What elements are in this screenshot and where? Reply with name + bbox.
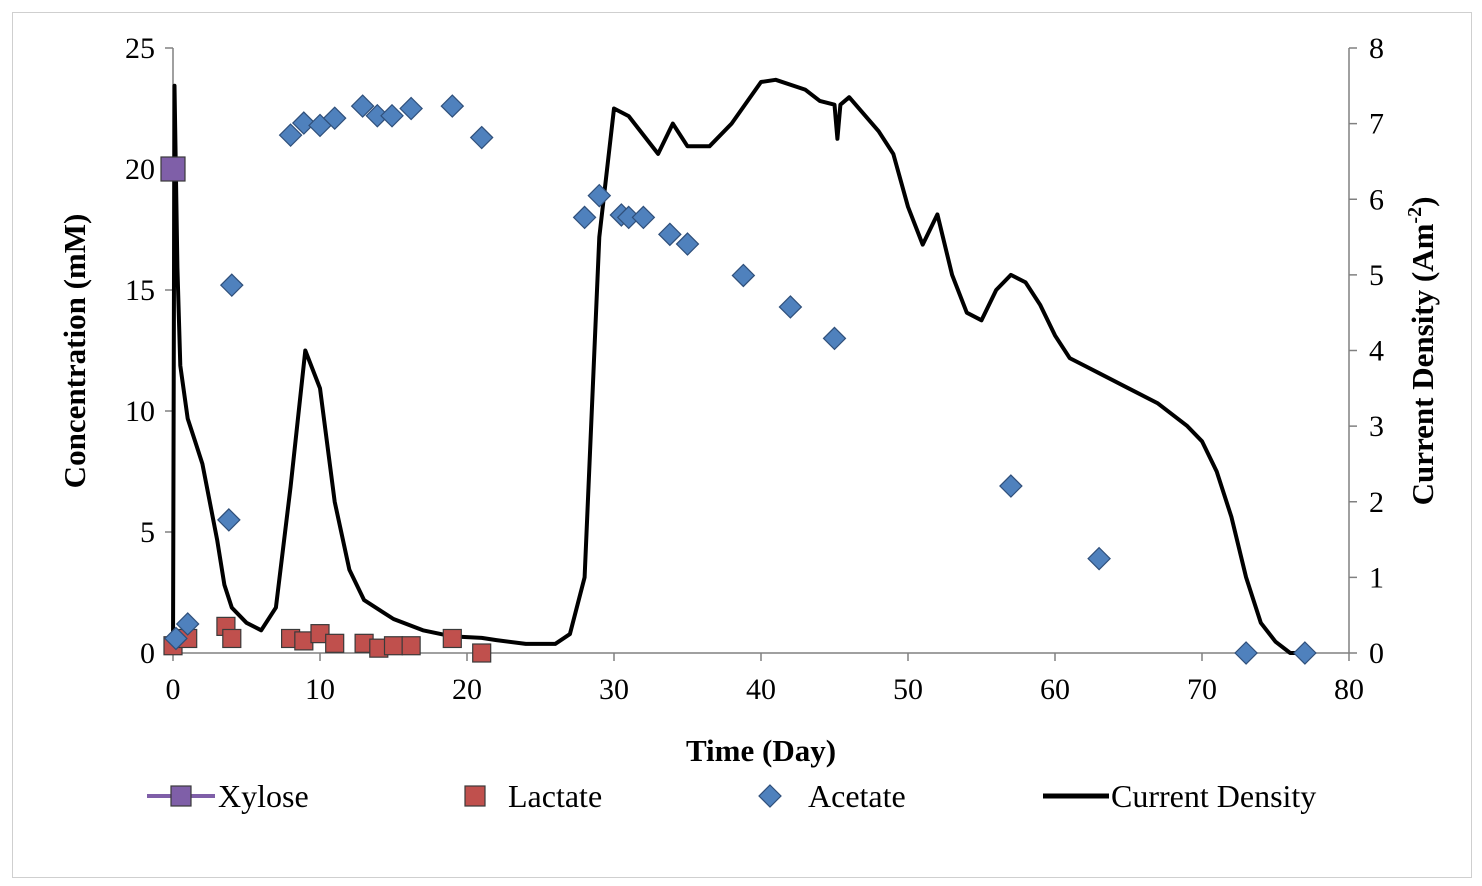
y2-tick-label: 1: [1369, 561, 1384, 594]
acetate-point: [1293, 641, 1317, 665]
lactate-point: [383, 636, 404, 656]
y2-tick-label: 3: [1369, 410, 1384, 443]
acetate-point: [822, 326, 847, 351]
acetate-point: [675, 232, 700, 256]
y2-axis-title-group: Current Density (Am-2): [1404, 197, 1440, 506]
acetate-point: [164, 626, 188, 651]
chart: Concentration (mM) Current Density (Am-2…: [57, 32, 1440, 814]
legend-item-acetate: Acetate: [758, 778, 906, 814]
xylose-point: [160, 156, 186, 182]
y2-tick-label: 0: [1369, 637, 1384, 670]
x-tick-label: 30: [599, 673, 629, 706]
legend-label-lactate: Lactate: [508, 778, 602, 814]
chart-frame: Concentration (mM) Current Density (Am-2…: [12, 12, 1472, 878]
acetate-point: [731, 263, 756, 288]
lactate-point: [472, 643, 492, 663]
y-axis-title-group: Concentration (mM): [57, 214, 92, 489]
legend: Xylose Lactate Acetate Current Density: [147, 778, 1316, 814]
acetate-point: [631, 205, 656, 230]
x-tick-label: 60: [1040, 673, 1070, 706]
acetate-point: [572, 205, 597, 230]
y-tick-label: 20: [125, 153, 155, 186]
acetate-point: [1234, 641, 1258, 665]
legend-label-current-density: Current Density: [1111, 778, 1316, 814]
acetate-point: [587, 183, 612, 208]
legend-swatch-lactate: [464, 785, 486, 807]
acetate-point: [350, 94, 375, 118]
x-axis-title: Time (Day): [686, 733, 836, 768]
x-tick-label: 70: [1187, 673, 1217, 706]
x-tick-label: 10: [305, 673, 335, 706]
acetate-point: [469, 125, 494, 150]
x-tick-label: 0: [166, 673, 181, 706]
current-density-line: [171, 77, 1305, 655]
acetate-point: [658, 222, 682, 247]
acetate-point: [1087, 546, 1111, 571]
x-tick-label: 80: [1334, 673, 1364, 706]
y2-tick-label: 8: [1369, 32, 1384, 65]
acetate-point: [278, 123, 303, 147]
y2-axis-title-main: Current Density (Am: [1405, 223, 1440, 505]
y2-axis-title: Current Density (Am-2): [1404, 197, 1440, 506]
lactate-point: [325, 633, 345, 653]
y2-tick-label: 7: [1369, 108, 1384, 141]
y2-tick-label: 4: [1369, 335, 1384, 368]
legend-item-xylose: Xylose: [147, 778, 309, 814]
x-tick-label: 50: [893, 673, 923, 706]
acetate-point: [175, 612, 200, 636]
legend-item-current-density: Current Density: [1043, 778, 1316, 814]
y-tick-label: 5: [140, 516, 155, 549]
lactate-point: [442, 628, 462, 649]
y-axis-title: Concentration (mM): [57, 214, 92, 489]
legend-swatch-xylose: [170, 785, 192, 807]
acetate-point: [217, 508, 241, 532]
y-tick-label: 10: [125, 395, 155, 428]
acetate-point: [219, 273, 244, 298]
y2-tick-label: 5: [1369, 259, 1384, 292]
acetate-point: [399, 96, 423, 121]
y-tick-label: 25: [125, 32, 155, 65]
x-tick-label: 20: [452, 673, 482, 706]
legend-item-lactate: Lactate: [464, 778, 602, 814]
y-tick-label: 0: [140, 637, 155, 670]
y-tick-label: 15: [125, 274, 155, 307]
y2-tick-label: 6: [1369, 183, 1384, 216]
acetate-point: [322, 106, 347, 131]
current-density-series: [171, 77, 1305, 655]
legend-label-xylose: Xylose: [218, 778, 309, 814]
lactate-point: [310, 624, 330, 644]
acetate-point: [440, 94, 465, 118]
legend-swatch-acetate: [758, 784, 782, 808]
acetate-point: [380, 103, 404, 128]
acetate-point: [999, 474, 1023, 498]
y2-tick-label: 2: [1369, 486, 1384, 519]
acetate-point: [291, 111, 316, 135]
lactate-point: [401, 636, 421, 656]
legend-label-acetate: Acetate: [808, 778, 906, 814]
y2-axis-title-end: ): [1405, 197, 1440, 207]
lactate-point: [294, 631, 314, 651]
x-tick-label: 40: [746, 673, 776, 706]
y2-axis-title-sup: -2: [1404, 207, 1426, 224]
marker-series: [160, 94, 1317, 665]
acetate-point: [778, 295, 803, 319]
lactate-point: [222, 628, 242, 649]
